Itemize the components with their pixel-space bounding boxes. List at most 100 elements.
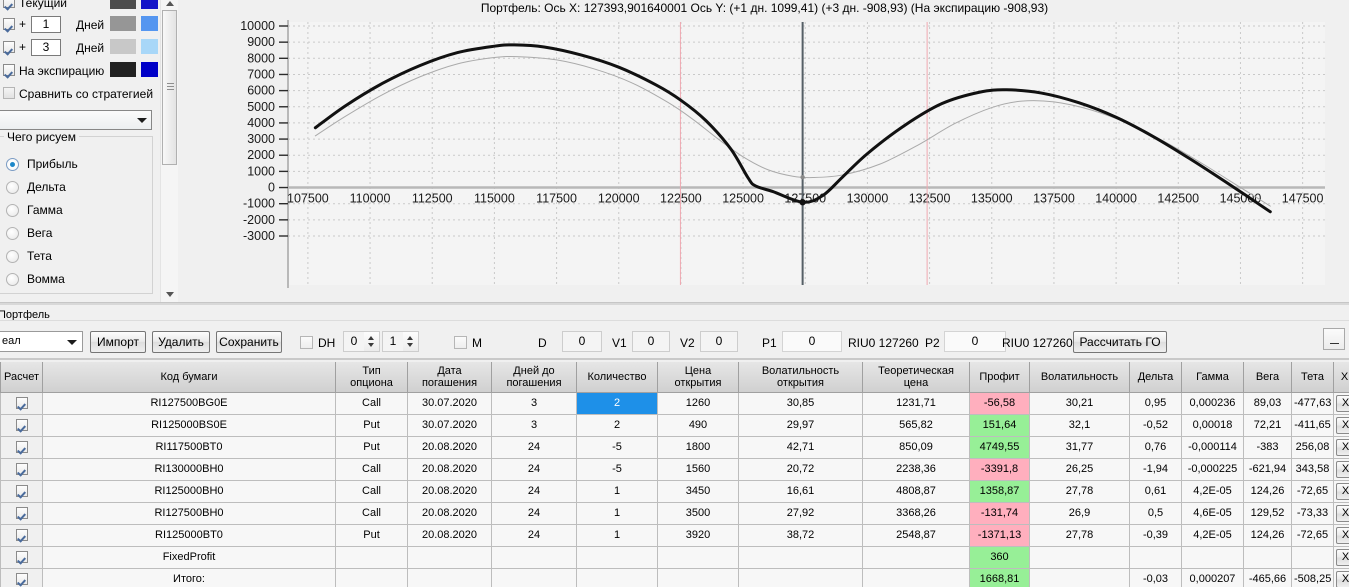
- v2-input[interactable]: 0: [700, 331, 738, 352]
- import-button[interactable]: Импорт: [90, 331, 146, 353]
- row-days-to-expiry[interactable]: [491, 546, 577, 569]
- row-expiry-date[interactable]: 30.07.2020: [407, 414, 492, 437]
- scrollbar-thumb[interactable]: [162, 10, 177, 165]
- row-vega[interactable]: 124,26: [1243, 524, 1292, 547]
- row-days-to-expiry[interactable]: 24: [491, 458, 577, 481]
- row-option-type[interactable]: [335, 568, 408, 587]
- option-row-plus1[interactable]: + 1 Дней: [0, 14, 158, 36]
- row-open-price[interactable]: 3450: [657, 480, 739, 503]
- row-open-volatility[interactable]: 38,72: [738, 524, 863, 547]
- row-volatility[interactable]: [1029, 546, 1130, 569]
- column-header-10[interactable]: Волатильность: [1029, 362, 1130, 393]
- row-profit[interactable]: 1358,87: [969, 480, 1030, 503]
- table-row[interactable]: RI130000BH0 Call 20.08.2020 24 -5 1560 20,72 22…: [0, 458, 1349, 481]
- row-days-to-expiry[interactable]: 24: [491, 436, 577, 459]
- row-vega[interactable]: 124,26: [1243, 480, 1292, 503]
- row-volatility[interactable]: 26,25: [1029, 458, 1130, 481]
- row-open-volatility[interactable]: [738, 568, 863, 587]
- save-button[interactable]: Сохранить: [216, 331, 282, 353]
- row-quantity[interactable]: [576, 568, 658, 587]
- row-delta[interactable]: [1129, 546, 1182, 569]
- row-code[interactable]: RI125000BH0: [42, 480, 336, 503]
- strategy-combobox[interactable]: [0, 110, 152, 130]
- checkbox-plus3[interactable]: [3, 41, 15, 53]
- row-option-type[interactable]: Put: [335, 524, 408, 547]
- radio-option-vomma[interactable]: Вомма: [6, 269, 146, 292]
- radio-icon-gamma[interactable]: [6, 204, 19, 217]
- column-header-7[interactable]: Волатильность открытия: [738, 362, 863, 393]
- row-gamma[interactable]: 4,2E-05: [1181, 480, 1244, 503]
- column-header-13[interactable]: Вега: [1243, 362, 1292, 393]
- row-theoretical-price[interactable]: 3368,26: [862, 502, 970, 525]
- row-quantity[interactable]: [576, 546, 658, 569]
- v1-input[interactable]: 0: [632, 331, 670, 352]
- row-theoretical-price[interactable]: [862, 546, 970, 569]
- radio-icon-vega[interactable]: [6, 227, 19, 240]
- row-profit[interactable]: -1371,13: [969, 524, 1030, 547]
- p1-input[interactable]: 0: [782, 331, 842, 352]
- row-profit[interactable]: -3391,8: [969, 458, 1030, 481]
- row-delta[interactable]: 0,95: [1129, 392, 1182, 415]
- row-calc-checkbox-cell[interactable]: [0, 480, 43, 503]
- row-remove-cell[interactable]: X: [1333, 436, 1349, 459]
- row-option-type[interactable]: Put: [335, 436, 408, 459]
- row-open-volatility[interactable]: 29,97: [738, 414, 863, 437]
- row-option-type[interactable]: [335, 546, 408, 569]
- scroll-up-button[interactable]: [161, 0, 178, 8]
- row-open-price[interactable]: 1560: [657, 458, 739, 481]
- table-row[interactable]: RI127500BH0 Call 20.08.2020 24 1 3500 27,92 336…: [0, 502, 1349, 525]
- remove-row-button[interactable]: X: [1336, 526, 1349, 544]
- row-delta[interactable]: -0,39: [1129, 524, 1182, 547]
- row-expiry-date[interactable]: 20.08.2020: [407, 502, 492, 525]
- row-gamma[interactable]: 4,6E-05: [1181, 502, 1244, 525]
- row-remove-cell[interactable]: X: [1333, 392, 1349, 415]
- row-gamma[interactable]: 4,2E-05: [1181, 524, 1244, 547]
- row-calc-checkbox-cell[interactable]: [0, 414, 43, 437]
- row-profit[interactable]: 151,64: [969, 414, 1030, 437]
- row-days-to-expiry[interactable]: 3: [491, 392, 577, 415]
- table-row[interactable]: RI125000BT0 Put 20.08.2020 24 1 3920 38,72 2548…: [0, 524, 1349, 547]
- row-days-to-expiry[interactable]: [491, 568, 577, 587]
- row-open-price[interactable]: 1260: [657, 392, 739, 415]
- row-code[interactable]: Итого:: [42, 568, 336, 587]
- row-theta[interactable]: -508,25: [1291, 568, 1334, 587]
- color-swatch-plus1-1[interactable]: [110, 16, 136, 31]
- row-remove-cell[interactable]: X: [1333, 502, 1349, 525]
- row-volatility[interactable]: 26,9: [1029, 502, 1130, 525]
- p2-input[interactable]: 0: [944, 331, 1006, 352]
- table-row[interactable]: RI127500BG0E Call 30.07.2020 3 2 1260 30,85 123…: [0, 392, 1349, 415]
- row-expiry-date[interactable]: 30.07.2020: [407, 392, 492, 415]
- row-checkbox[interactable]: [15, 573, 28, 586]
- row-open-price[interactable]: 3920: [657, 524, 739, 547]
- radio-option-gamma[interactable]: Гамма: [6, 200, 146, 223]
- calculate-go-button[interactable]: Рассчитать ГО: [1073, 331, 1167, 353]
- row-option-type[interactable]: Call: [335, 502, 408, 525]
- row-quantity[interactable]: 2: [576, 392, 658, 415]
- row-open-volatility[interactable]: [738, 546, 863, 569]
- checkbox-expiration[interactable]: [3, 64, 15, 76]
- row-checkbox[interactable]: [15, 441, 28, 454]
- row-volatility[interactable]: 30,21: [1029, 392, 1130, 415]
- row-code[interactable]: FixedProfit: [42, 546, 336, 569]
- row-theoretical-price[interactable]: [862, 568, 970, 587]
- row-theta[interactable]: [1291, 546, 1334, 569]
- remove-row-button[interactable]: X: [1336, 416, 1349, 434]
- column-header-0[interactable]: Расчет: [0, 362, 43, 393]
- row-option-type[interactable]: Call: [335, 480, 408, 503]
- row-delta[interactable]: 0,61: [1129, 480, 1182, 503]
- row-checkbox[interactable]: [15, 463, 28, 476]
- row-vega[interactable]: [1243, 546, 1292, 569]
- table-row[interactable]: RI117500BT0 Put 20.08.2020 24 -5 1800 42,71 850…: [0, 436, 1349, 459]
- row-profit[interactable]: 360: [969, 546, 1030, 569]
- radio-icon-vomma[interactable]: [6, 273, 19, 286]
- remove-row-button[interactable]: X: [1336, 548, 1349, 566]
- table-row[interactable]: RI125000BS0E Put 30.07.2020 3 2 490 29,97 565,8…: [0, 414, 1349, 437]
- row-volatility[interactable]: 27,78: [1029, 524, 1130, 547]
- row-days-to-expiry[interactable]: 24: [491, 524, 577, 547]
- row-calc-checkbox-cell[interactable]: [0, 502, 43, 525]
- color-swatch-current-2[interactable]: [141, 0, 158, 9]
- row-expiry-date[interactable]: [407, 568, 492, 587]
- row-calc-checkbox-cell[interactable]: [0, 392, 43, 415]
- row-code[interactable]: RI127500BG0E: [42, 392, 336, 415]
- row-gamma[interactable]: -0,000225: [1181, 458, 1244, 481]
